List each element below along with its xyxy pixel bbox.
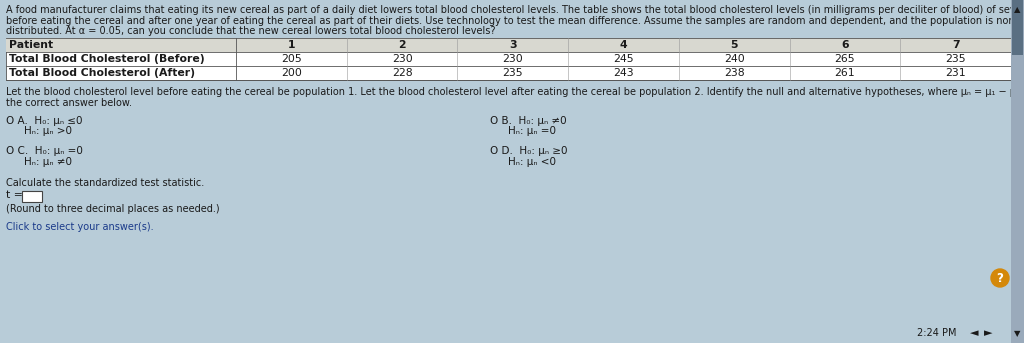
Bar xyxy=(1011,0,1024,343)
Text: t =: t = xyxy=(6,190,23,200)
Text: 235: 235 xyxy=(503,68,523,78)
Text: distributed. At α = 0.05, can you conclude that the new cereal lowers total bloo: distributed. At α = 0.05, can you conclu… xyxy=(6,26,496,36)
Text: O B.  H₀: μₙ ≠0: O B. H₀: μₙ ≠0 xyxy=(490,116,566,126)
Text: Calculate the standardized test statistic.: Calculate the standardized test statisti… xyxy=(6,177,204,188)
Text: 200: 200 xyxy=(281,68,302,78)
Text: 1: 1 xyxy=(288,40,295,50)
Text: Hₙ: μₙ <0: Hₙ: μₙ <0 xyxy=(508,157,556,167)
Text: A food manufacturer claims that eating its new cereal as part of a daily diet lo: A food manufacturer claims that eating i… xyxy=(6,5,1024,15)
Text: 230: 230 xyxy=(503,54,523,64)
Text: Let the blood cholesterol level before eating the cereal be population 1. Let th: Let the blood cholesterol level before e… xyxy=(6,87,1024,97)
Circle shape xyxy=(991,269,1009,287)
Text: 231: 231 xyxy=(945,68,966,78)
Text: O D.  H₀: μₙ ≥0: O D. H₀: μₙ ≥0 xyxy=(490,146,567,156)
Text: 6: 6 xyxy=(841,40,849,50)
Text: 2:24 PM: 2:24 PM xyxy=(918,328,956,338)
Text: O C.  H₀: μₙ =0: O C. H₀: μₙ =0 xyxy=(6,146,83,156)
Bar xyxy=(22,191,42,202)
Text: 238: 238 xyxy=(724,68,744,78)
Text: 4: 4 xyxy=(620,40,628,50)
Text: ▼: ▼ xyxy=(1014,329,1020,338)
Bar xyxy=(6,38,1011,80)
Text: Patient: Patient xyxy=(9,40,53,50)
Text: the correct answer below.: the correct answer below. xyxy=(6,97,132,107)
Bar xyxy=(1012,0,1023,55)
Text: ►: ► xyxy=(984,328,992,338)
Text: O A.  H₀: μₙ ≤0: O A. H₀: μₙ ≤0 xyxy=(6,116,83,126)
Text: Total Blood Cholesterol (After): Total Blood Cholesterol (After) xyxy=(9,68,195,78)
Text: 205: 205 xyxy=(281,54,302,64)
Text: (Round to three decimal places as needed.): (Round to three decimal places as needed… xyxy=(6,204,219,214)
Text: Hₙ: μₙ ≠0: Hₙ: μₙ ≠0 xyxy=(24,157,72,167)
Text: 5: 5 xyxy=(730,40,738,50)
Text: ?: ? xyxy=(996,272,1004,284)
Text: 2: 2 xyxy=(398,40,406,50)
Text: 235: 235 xyxy=(945,54,966,64)
Text: 261: 261 xyxy=(835,68,855,78)
Text: 7: 7 xyxy=(952,40,959,50)
Text: ◄: ◄ xyxy=(970,328,978,338)
Text: Click to select your answer(s).: Click to select your answer(s). xyxy=(6,223,154,233)
Text: Hₙ: μₙ >0: Hₙ: μₙ >0 xyxy=(24,127,72,137)
Text: 230: 230 xyxy=(392,54,413,64)
Text: 3: 3 xyxy=(509,40,516,50)
Text: Hₙ: μₙ =0: Hₙ: μₙ =0 xyxy=(508,127,556,137)
Text: 243: 243 xyxy=(613,68,634,78)
Text: 240: 240 xyxy=(724,54,744,64)
Text: before eating the cereal and after one year of eating the cereal as part of thei: before eating the cereal and after one y… xyxy=(6,15,1024,25)
Bar xyxy=(6,38,1011,52)
Text: 265: 265 xyxy=(835,54,855,64)
Text: 245: 245 xyxy=(613,54,634,64)
Text: Total Blood Cholesterol (Before): Total Blood Cholesterol (Before) xyxy=(9,54,205,64)
Text: 228: 228 xyxy=(392,68,413,78)
Text: ▲: ▲ xyxy=(1014,5,1020,14)
